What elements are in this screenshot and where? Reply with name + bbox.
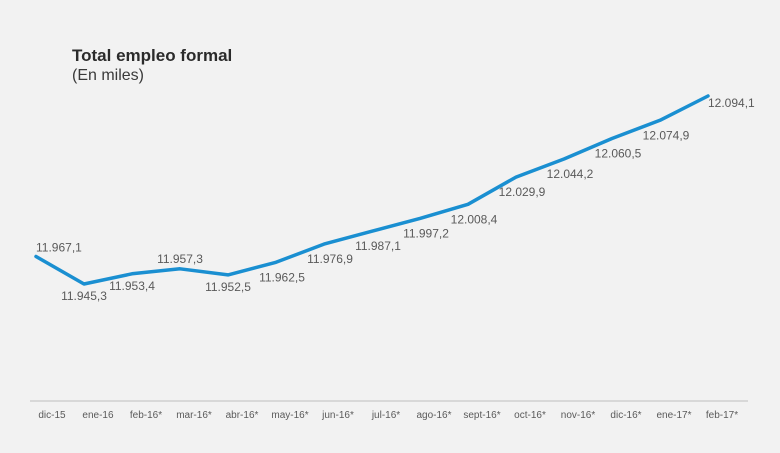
data-label: 12.008,4 bbox=[451, 212, 498, 226]
x-tick-label: nov-16* bbox=[561, 410, 596, 421]
x-tick-label: ene-16 bbox=[82, 410, 114, 421]
x-tick-label: dic-15 bbox=[38, 410, 66, 421]
x-tick-label: oct-16* bbox=[514, 410, 546, 421]
chart-subtitle: (En miles) bbox=[72, 67, 145, 84]
x-tick-label: ene-17* bbox=[656, 410, 691, 421]
data-label: 11.952,5 bbox=[205, 280, 251, 294]
x-tick-labels: dic-15 ene-16 feb-16* mar-16* abr-16* may-16*… bbox=[38, 410, 738, 421]
x-tick-label: feb-16* bbox=[130, 410, 162, 421]
x-tick-label: mar-16* bbox=[176, 410, 212, 421]
data-label: 11.997,2 bbox=[403, 226, 449, 240]
x-tick-label: may-16* bbox=[271, 410, 308, 421]
x-tick-label: feb-17* bbox=[706, 410, 738, 421]
data-label: 11.962,5 bbox=[259, 270, 305, 284]
x-tick-label: sept-16* bbox=[463, 410, 500, 421]
data-label: 11.976,9 bbox=[307, 252, 353, 266]
data-label: 12.094,1 bbox=[708, 96, 755, 110]
data-label: 12.029,9 bbox=[499, 185, 546, 199]
data-label: 11.945,3 bbox=[61, 289, 107, 303]
x-tick-label: jun-16* bbox=[321, 410, 354, 421]
data-label: 12.074,9 bbox=[643, 128, 690, 142]
data-label: 11.987,1 bbox=[355, 239, 401, 253]
data-labels: 11.967,1 11.945,311.953,411.957,311.952,5… bbox=[36, 96, 755, 303]
data-label: 12.060,5 bbox=[595, 147, 642, 161]
chart-title: Total empleo formal bbox=[72, 46, 233, 65]
x-tick-label: jul-16* bbox=[371, 410, 400, 421]
x-tick-label: dic-16* bbox=[610, 410, 641, 421]
data-label: 11.967,1 bbox=[36, 241, 82, 255]
data-label: 12.044,2 bbox=[547, 167, 594, 181]
data-label: 11.953,4 bbox=[109, 279, 155, 293]
data-label: 11.957,3 bbox=[157, 252, 203, 266]
x-tick-label: ago-16* bbox=[416, 410, 451, 421]
series-line bbox=[34, 94, 710, 286]
x-tick-label: abr-16* bbox=[226, 410, 259, 421]
